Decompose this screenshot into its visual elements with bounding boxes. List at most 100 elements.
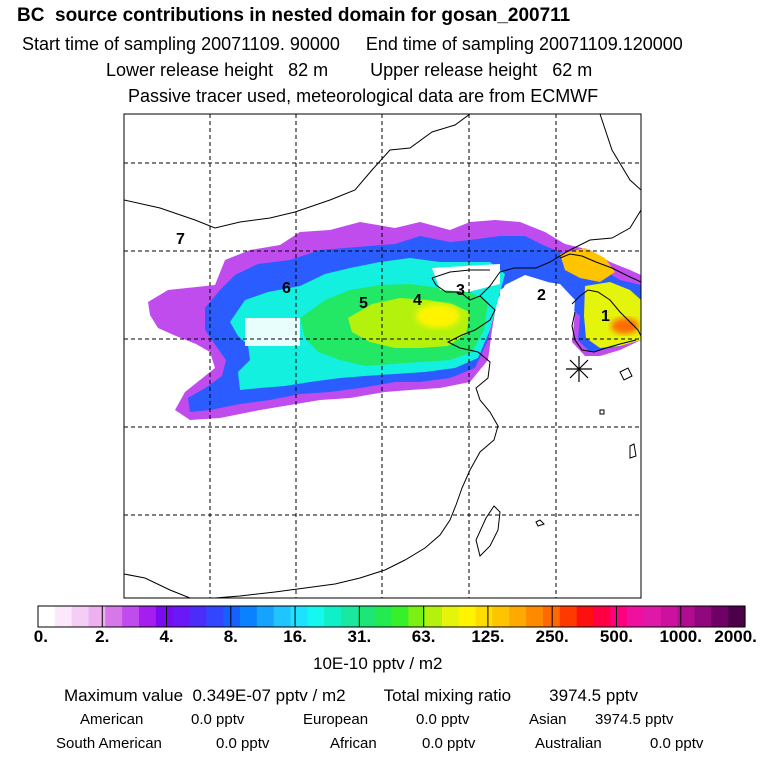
taiwan-outline [475,505,501,557]
summary-max-row: Maximum value 0.349E-07 pptv / m2 Total m… [64,686,638,706]
coast-korea-east [559,253,641,283]
colorbar-tick-label: 500. [599,627,633,646]
colorbar-cell [660,606,679,627]
end-time: End time of sampling 20071109.120000 [365,34,683,54]
european-value: 0.0 pptv [416,711,470,728]
colorbar-cell [256,606,275,627]
colorbar-cell [559,606,578,627]
american-label: American [80,711,144,728]
coastlines [124,114,641,598]
region-label-6: 6 [282,280,291,297]
colorbar-cell [475,606,494,627]
colorbar-cell [71,606,90,627]
region-label-2: 2 [537,287,546,304]
island-1 [619,367,633,381]
island-3 [599,409,605,415]
colorbar-cell [627,606,645,627]
colorbar-cell [408,606,426,627]
upper-release-height: Upper release height 62 m [370,60,593,80]
region-label-1: 1 [601,308,610,325]
coast-korea-west [571,289,641,337]
release-height-line: Lower release height 82 m Upper release h… [106,60,592,81]
colorbar-cell [644,606,662,627]
colorbar-tick-label: 2. [95,627,110,646]
sampling-time-line: Start time of sampling 20071109. 90000 En… [22,34,683,55]
colorbar-cell [88,606,106,627]
colorbar-tick-label: 8. [223,627,238,646]
colorbar-cell [492,606,510,627]
colorbar-cell [442,606,460,627]
colorbar-cell [711,606,729,627]
south-american-value: 0.0 pptv [216,735,270,752]
colorbar-cell [38,606,56,627]
plume-korea-hotspot [611,318,639,334]
colorbar-cell [105,606,123,627]
tracer-note: Passive tracer used, meteorological data… [128,86,599,106]
region-label-7: 7 [176,231,185,248]
colorbar-cell [122,606,140,627]
coast-korea-north [431,209,641,301]
colorbar-tick-label: 31. [347,627,372,646]
region-label-4: 4 [413,292,422,309]
colorbar-cell [677,606,696,627]
coast-liaodong [431,269,490,279]
asian-label: Asian [529,711,567,728]
colorbar-cell [728,606,746,627]
region-label-3: 3 [456,282,465,299]
australian-label: Australian [535,735,602,752]
border-northeast [599,114,641,191]
coast-china-east [214,295,499,598]
colorbar-tick-label: 2000. [714,627,757,646]
total-mixing-value: 3974.5 pptv [549,686,638,705]
colorbar-cell [139,606,157,627]
colorbar-unit-label: 10E-10 pptv / m2 [313,654,443,673]
plume-korea-north [560,248,615,282]
colorbar-tick-label: 0. [33,627,48,646]
plume-yellow-core [416,304,460,328]
south-american-label: South American [56,735,162,752]
coast-korea-south [571,311,637,353]
colorbar-cell [357,606,376,627]
colorbar-cell [593,606,611,627]
colorbar-tick-label: 250. [535,627,569,646]
african-label: African [330,735,377,752]
max-value: Maximum value 0.349E-07 pptv / m2 [64,686,346,705]
colorbar-cell [172,606,191,627]
colorbar-cell [223,606,241,627]
colorbar [37,605,746,628]
coast-southwest [124,573,191,598]
start-time: Start time of sampling 20071109. 90000 [22,34,340,54]
colorbar-cell [155,606,174,627]
lower-release-height: Lower release height 82 m [106,60,329,80]
colorbar-cell [391,606,409,627]
asian-value: 3974.5 pptv [595,711,674,728]
island-4 [535,519,545,527]
european-label: European [303,711,369,728]
colorbar-ticks [37,606,746,627]
total-mixing-label: Total mixing ratio [383,686,512,705]
colorbar-cell [240,606,258,627]
concentration-field [148,220,641,420]
colorbar-cell [694,606,712,627]
colorbar-cell [307,606,325,627]
american-value: 0.0 pptv [191,711,245,728]
colorbar-cell [290,606,308,627]
colorbar-cell [526,606,544,627]
african-value: 0.0 pptv [422,735,476,752]
map-frame [123,113,642,599]
border-north [124,114,471,229]
colorbar-tick-label: 1000. [659,627,702,646]
colorbar-cell [509,606,527,627]
colorbar-cell [341,606,359,627]
colorbar-cell [206,606,224,627]
colorbar-tick-label: 125. [471,627,505,646]
colorbar-cell [374,606,393,627]
colorbar-cell [576,606,595,627]
colorbar-tick-label: 16. [283,627,307,646]
colorbar-tick-label: 63. [411,627,436,646]
colorbar-cell [458,606,477,627]
colorbar-cell [54,606,73,627]
australian-value: 0.0 pptv [650,735,704,752]
colorbar-cell [425,606,443,627]
